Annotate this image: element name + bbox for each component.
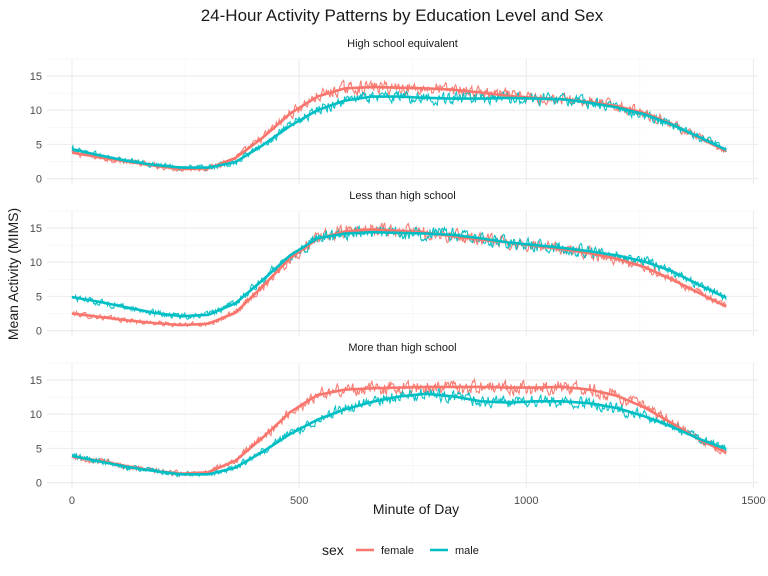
y-tick-label: 15 <box>30 375 42 387</box>
smooth-line-female <box>71 228 727 327</box>
y-tick-label: 0 <box>36 326 42 338</box>
y-tick-label: 10 <box>30 409 42 421</box>
x-tick-label: 500 <box>290 495 308 507</box>
facet-panel: More than high school 0 5 10 15 0 500 1000 1500 <box>30 342 766 507</box>
x-tick-label: 1500 <box>741 495 765 507</box>
y-tick-label: 15 <box>30 71 42 83</box>
smooth-line-male <box>71 95 727 169</box>
legend-item-male: male <box>430 545 479 557</box>
y-tick-label: 5 <box>36 291 42 303</box>
y-tick-label: 0 <box>36 174 42 186</box>
y-tick-label: 5 <box>36 443 42 455</box>
y-tick-label: 5 <box>36 139 42 151</box>
x-tick-label: 0 <box>69 495 75 507</box>
legend-label: male <box>455 545 479 557</box>
legend-label: female <box>381 545 414 557</box>
chart-title: 24-Hour Activity Patterns by Education L… <box>201 6 604 25</box>
smooth-line-female <box>71 85 727 171</box>
raw-line-male <box>71 387 727 478</box>
legend-item-female: female <box>356 545 414 557</box>
facet-label: More than high school <box>348 342 456 354</box>
x-axis-title: Minute of Day <box>373 501 459 517</box>
y-tick-label: 15 <box>30 223 42 235</box>
legend: sex female male <box>322 542 479 558</box>
smooth-line-male <box>71 392 727 476</box>
facet-label: Less than high school <box>349 190 455 202</box>
y-tick-label: 0 <box>36 478 42 490</box>
y-axis-title: Mean Activity (MIMS) <box>5 208 21 340</box>
facet-label: High school equivalent <box>347 38 458 50</box>
facet-panel: Less than high school 0 5 10 15 <box>30 190 758 338</box>
smooth-line-male <box>71 230 727 318</box>
y-tick-label: 10 <box>30 105 42 117</box>
x-tick-label: 1000 <box>514 495 538 507</box>
facet-panel: High school equivalent 0 5 10 15 <box>30 38 758 186</box>
y-tick-label: 10 <box>30 257 42 269</box>
legend-title: sex <box>322 542 344 558</box>
